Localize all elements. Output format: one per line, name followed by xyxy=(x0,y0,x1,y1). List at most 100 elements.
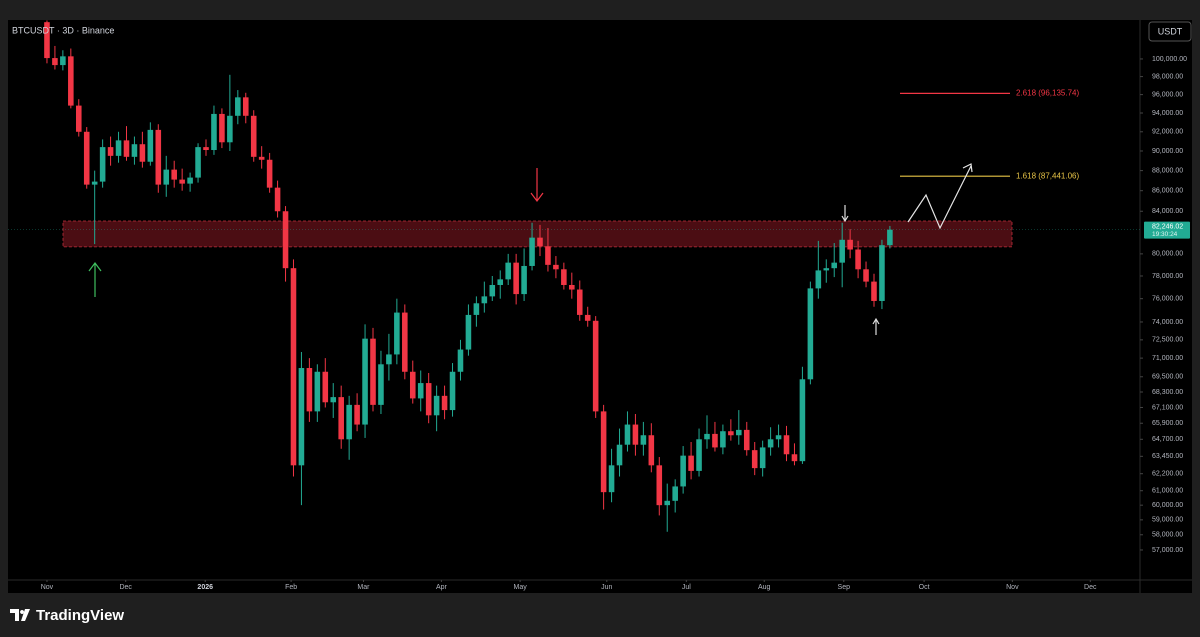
candle-body xyxy=(537,237,543,247)
brand: TradingView xyxy=(36,607,124,624)
candle-body xyxy=(417,383,424,399)
candle-body xyxy=(879,245,885,301)
y-tick-label: 88,000.00 xyxy=(1152,167,1183,174)
candle-body xyxy=(235,97,241,116)
candle-body xyxy=(211,113,217,151)
candle-body xyxy=(521,265,527,295)
candle-body xyxy=(115,140,122,156)
candle-body xyxy=(147,129,154,162)
symbol-label: BTCUSDT · 3D · Binance xyxy=(12,25,114,35)
candle-body xyxy=(497,279,504,285)
candle-body xyxy=(569,284,575,290)
candle-body xyxy=(338,397,344,440)
candle-body xyxy=(743,429,750,451)
y-tick-label: 76,000.00 xyxy=(1152,296,1183,303)
y-tick-label: 71,000.00 xyxy=(1152,355,1183,362)
candle-body xyxy=(282,211,289,269)
y-tick-label: 64,700.00 xyxy=(1152,436,1183,443)
candle-body xyxy=(441,395,448,411)
candle-body xyxy=(203,147,209,151)
candle-body xyxy=(250,115,257,157)
fib-label: 1.618 (87,441.06) xyxy=(1016,171,1079,180)
y-tick-label: 98,000.00 xyxy=(1152,73,1183,80)
x-tick-label: Jun xyxy=(601,584,612,591)
currency-button-label[interactable]: USDT xyxy=(1158,26,1183,36)
candle-body xyxy=(322,371,329,403)
candle-body xyxy=(529,237,535,266)
y-tick-label: 62,200.00 xyxy=(1152,471,1183,478)
candle-body xyxy=(664,500,671,506)
candle-body xyxy=(704,433,710,440)
x-tick-label: Apr xyxy=(436,584,448,591)
candle-body xyxy=(751,450,758,469)
candle-body xyxy=(592,320,599,412)
candle-body xyxy=(728,431,734,436)
x-tick-label: Mar xyxy=(357,584,370,591)
last-price-label: 82,246.02 xyxy=(1152,224,1183,231)
x-tick-label: Dec xyxy=(1084,584,1097,591)
candle-body xyxy=(346,404,352,440)
candle-body xyxy=(179,179,185,184)
x-tick-label: Dec xyxy=(119,584,132,591)
candle-body xyxy=(187,177,193,184)
candle-body xyxy=(131,144,138,157)
candle-body xyxy=(775,435,782,440)
y-tick-label: 72,500.00 xyxy=(1152,337,1183,344)
candle-body xyxy=(608,465,615,493)
candle-body xyxy=(863,269,869,282)
y-tick-label: 80,000.00 xyxy=(1152,251,1183,258)
candle-body xyxy=(52,58,58,66)
candle-body xyxy=(354,404,360,425)
x-tick-label: May xyxy=(514,584,528,591)
x-tick-label: Oct xyxy=(919,584,930,591)
logo xyxy=(10,609,30,621)
candle-body xyxy=(616,444,623,466)
y-tick-label: 69,500.00 xyxy=(1152,374,1183,381)
candle-body xyxy=(831,262,838,269)
candle-body xyxy=(736,429,742,436)
candle-body xyxy=(195,147,201,178)
y-tick-label: 92,000.00 xyxy=(1152,129,1183,136)
candle-body xyxy=(624,424,631,445)
candle-body xyxy=(481,296,488,304)
candle-body xyxy=(123,140,130,157)
candle-body xyxy=(107,147,114,156)
candle-body xyxy=(91,181,98,185)
candle-body xyxy=(60,56,66,66)
candle-body xyxy=(545,246,551,265)
x-tick-label: Nov xyxy=(1006,584,1019,591)
candle-body xyxy=(258,156,265,160)
candle-body xyxy=(473,303,480,315)
candle-body xyxy=(171,169,177,180)
candle-body xyxy=(306,368,313,412)
candle-body xyxy=(584,314,591,321)
projection-path xyxy=(907,163,973,230)
candle-body xyxy=(807,288,814,380)
candle-body xyxy=(99,147,106,182)
candle-body xyxy=(44,22,50,59)
candle-body xyxy=(68,56,74,106)
y-tick-label: 58,000.00 xyxy=(1152,532,1183,539)
candle-body xyxy=(139,144,146,162)
candle-body xyxy=(712,433,718,448)
candle-body xyxy=(815,270,822,289)
y-tick-label: 78,000.00 xyxy=(1152,273,1183,280)
candle-body xyxy=(330,397,337,403)
candle-body xyxy=(425,383,432,416)
candle-body xyxy=(672,486,678,501)
currency-button[interactable] xyxy=(1148,21,1192,42)
candle-body xyxy=(640,435,647,445)
candle-body xyxy=(155,129,162,185)
candle-body xyxy=(314,371,321,412)
candle-body xyxy=(561,269,567,285)
y-tick-label: 61,000.00 xyxy=(1152,488,1183,495)
red-arrow xyxy=(530,168,544,202)
candle-body xyxy=(600,411,607,493)
candle-body xyxy=(847,239,853,250)
y-tick-label: 86,000.00 xyxy=(1152,188,1183,195)
candle-body xyxy=(823,268,830,271)
candle-body xyxy=(75,105,82,132)
y-tick-label: 84,000.00 xyxy=(1152,208,1183,215)
candle-body xyxy=(887,229,893,246)
